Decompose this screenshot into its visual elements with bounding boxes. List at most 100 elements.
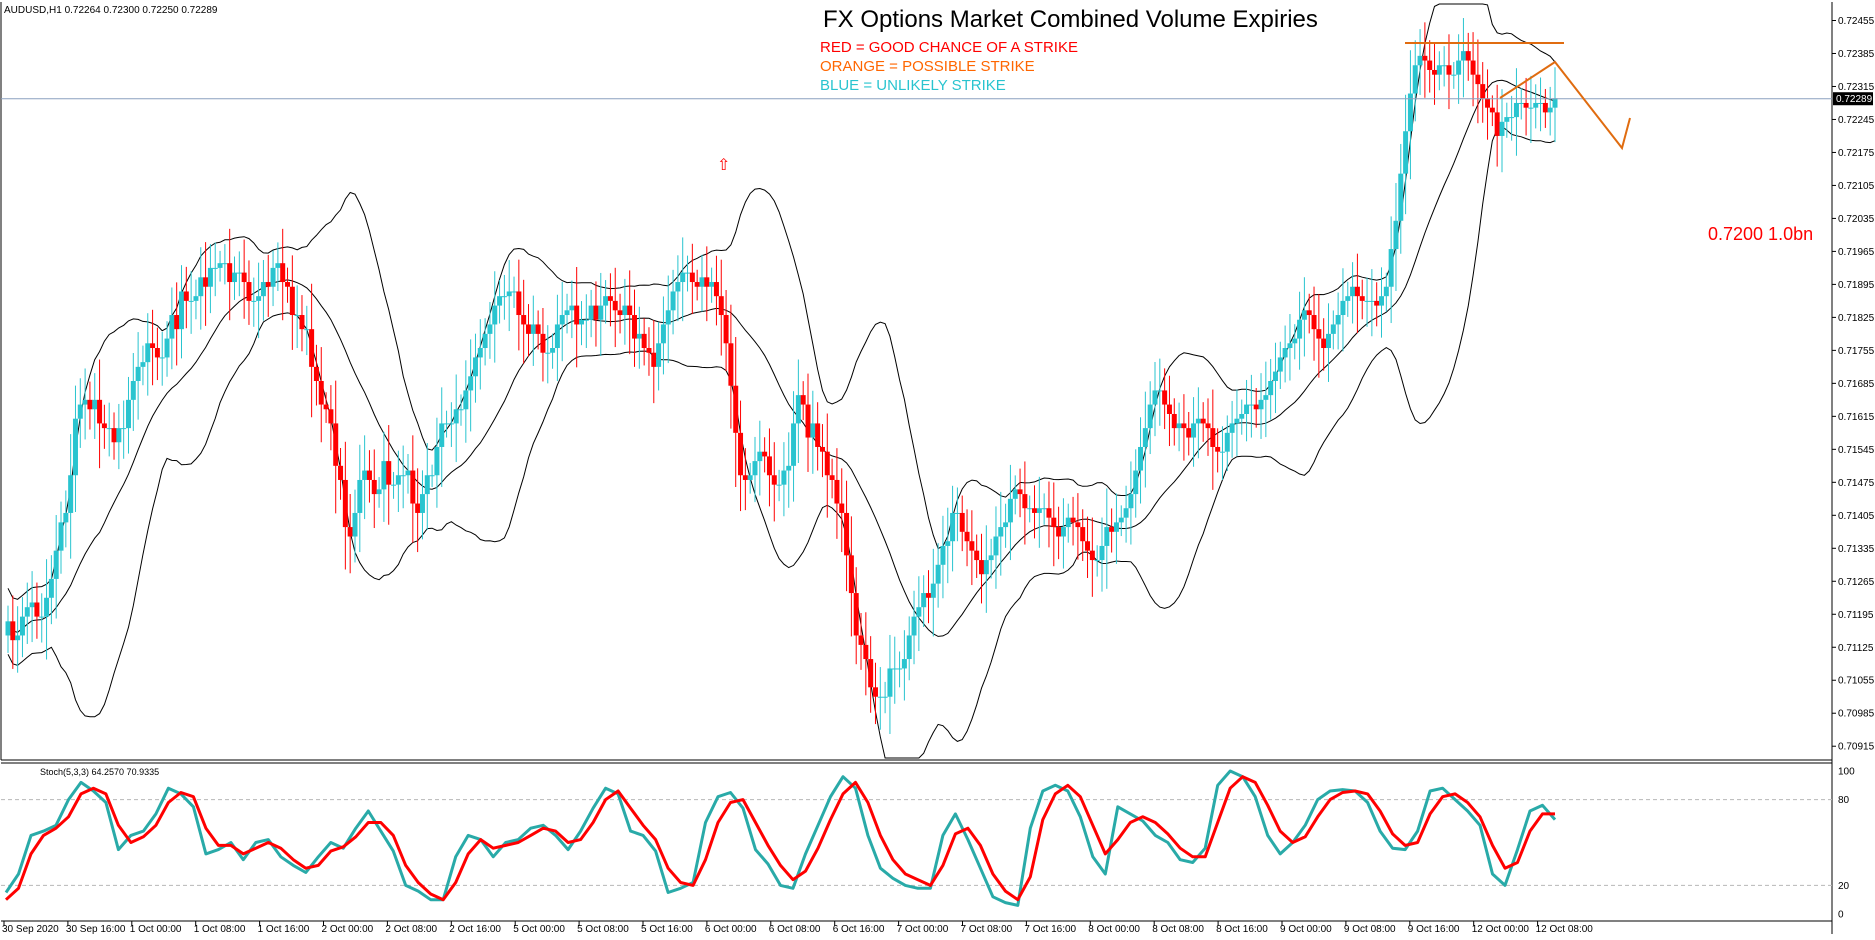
- candle: [1051, 482, 1057, 567]
- candle-body: [492, 305, 498, 325]
- price-tick-label: 0.71965: [1838, 247, 1875, 258]
- candle: [280, 228, 286, 321]
- candle: [959, 495, 965, 552]
- candle: [1094, 545, 1100, 577]
- candle-body: [1027, 508, 1033, 510]
- candle: [844, 480, 850, 592]
- candle-body: [742, 475, 748, 480]
- candle: [1099, 517, 1105, 592]
- candle: [174, 282, 180, 366]
- candle-body: [1128, 494, 1134, 509]
- candle-body: [1345, 296, 1351, 301]
- candle-body: [1200, 418, 1206, 424]
- candle: [1513, 68, 1519, 156]
- candle-body: [574, 305, 580, 325]
- expiry-annotation: 0.7200 1.0bn: [1708, 224, 1813, 244]
- candle: [1335, 292, 1341, 350]
- candle-body: [106, 428, 112, 430]
- candle: [1234, 389, 1240, 456]
- candle: [979, 533, 985, 604]
- price-tick-label: 0.71825: [1838, 313, 1875, 324]
- candle-body: [1176, 423, 1182, 429]
- candle-body: [371, 479, 377, 495]
- candle-body: [718, 296, 724, 316]
- candle-body: [550, 348, 556, 353]
- time-tick-label: 5 Oct 16:00: [641, 924, 693, 935]
- candle: [101, 404, 107, 449]
- candle: [400, 445, 406, 509]
- candle-body: [97, 399, 103, 424]
- candle: [858, 612, 864, 670]
- candle: [1113, 493, 1119, 564]
- candle-body: [1219, 451, 1225, 453]
- candle: [974, 534, 980, 578]
- candle-body: [5, 621, 11, 636]
- candle-body: [916, 607, 922, 617]
- candle-body: [632, 315, 638, 339]
- stoch-tick-label: 80: [1838, 795, 1850, 806]
- candle: [1104, 488, 1110, 589]
- candle-body: [1118, 517, 1124, 523]
- candle: [154, 327, 160, 381]
- candle: [1475, 39, 1481, 124]
- candle-body: [246, 282, 252, 301]
- candle-body: [511, 291, 517, 293]
- candle-body: [1393, 220, 1399, 250]
- time-tick-label: 5 Oct 00:00: [513, 924, 565, 935]
- candle-body: [925, 593, 931, 598]
- candle: [19, 597, 25, 658]
- candle: [1325, 303, 1331, 382]
- candle: [1032, 485, 1038, 539]
- candle-body: [338, 465, 344, 480]
- candle: [723, 290, 729, 372]
- candle-body: [781, 470, 787, 485]
- candle-body: [1383, 286, 1389, 297]
- candle-body: [188, 300, 194, 302]
- candle: [1176, 402, 1182, 452]
- candle-body: [458, 409, 464, 411]
- candle-body: [58, 522, 64, 551]
- candle-body: [892, 668, 898, 670]
- candle: [1489, 95, 1495, 127]
- candle-body: [766, 456, 772, 476]
- candle: [1046, 481, 1052, 548]
- candle: [381, 431, 387, 522]
- candle: [1441, 46, 1447, 87]
- candle: [294, 285, 300, 349]
- candle: [632, 289, 638, 367]
- price-tick-label: 0.72455: [1838, 16, 1875, 27]
- candle-body: [1480, 84, 1486, 99]
- candle: [5, 605, 11, 653]
- candle-body: [863, 644, 869, 660]
- candle-body: [1538, 102, 1544, 104]
- candle: [969, 510, 975, 586]
- candle-body: [1248, 404, 1254, 406]
- candle: [829, 458, 835, 499]
- candle-body: [1523, 102, 1529, 108]
- candle-body: [366, 470, 372, 480]
- candle-body: [125, 399, 131, 429]
- candle: [930, 548, 936, 637]
- candle: [256, 262, 262, 339]
- candle: [39, 593, 45, 643]
- candle: [1374, 282, 1380, 327]
- candle: [159, 331, 165, 386]
- candle: [815, 402, 821, 471]
- candle-body: [116, 428, 122, 443]
- candle: [1224, 415, 1230, 472]
- candle: [1528, 75, 1534, 144]
- candle-body: [1388, 249, 1394, 287]
- candle: [771, 442, 777, 522]
- candle: [1219, 426, 1225, 480]
- candle: [1393, 183, 1399, 291]
- price-tick-label: 0.70985: [1838, 709, 1875, 720]
- candle-body: [1533, 102, 1539, 108]
- candle-body: [1513, 102, 1519, 118]
- candle-body: [1369, 300, 1375, 302]
- candle-body: [444, 423, 450, 425]
- candle: [419, 470, 425, 540]
- candle: [352, 489, 358, 563]
- candle: [1436, 51, 1442, 91]
- candle: [530, 295, 536, 366]
